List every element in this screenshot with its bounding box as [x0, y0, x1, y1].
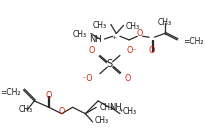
- Text: CH₃: CH₃: [18, 105, 32, 114]
- Text: CH₃: CH₃: [158, 18, 172, 27]
- Text: O: O: [59, 107, 65, 116]
- Text: O: O: [89, 46, 95, 55]
- Text: S: S: [107, 59, 113, 70]
- Text: CH₃: CH₃: [93, 21, 107, 30]
- Text: =CH₂: =CH₂: [183, 37, 203, 46]
- Text: ⁻O: ⁻O: [83, 74, 94, 83]
- Text: O: O: [124, 74, 131, 83]
- Text: CH₃: CH₃: [125, 22, 139, 31]
- Text: O⁻: O⁻: [126, 46, 137, 55]
- Text: O: O: [137, 29, 143, 38]
- Text: CH₃: CH₃: [73, 30, 87, 39]
- Text: CH₃: CH₃: [100, 103, 114, 112]
- Text: CH₃: CH₃: [94, 116, 109, 125]
- Text: NH: NH: [89, 35, 102, 44]
- Text: O: O: [46, 91, 52, 100]
- Text: O: O: [149, 46, 155, 55]
- Text: =CH₂: =CH₂: [0, 88, 21, 97]
- Text: NH: NH: [109, 103, 122, 112]
- Text: CH₃: CH₃: [123, 107, 137, 116]
- Text: +: +: [111, 35, 116, 40]
- Text: +: +: [118, 108, 123, 113]
